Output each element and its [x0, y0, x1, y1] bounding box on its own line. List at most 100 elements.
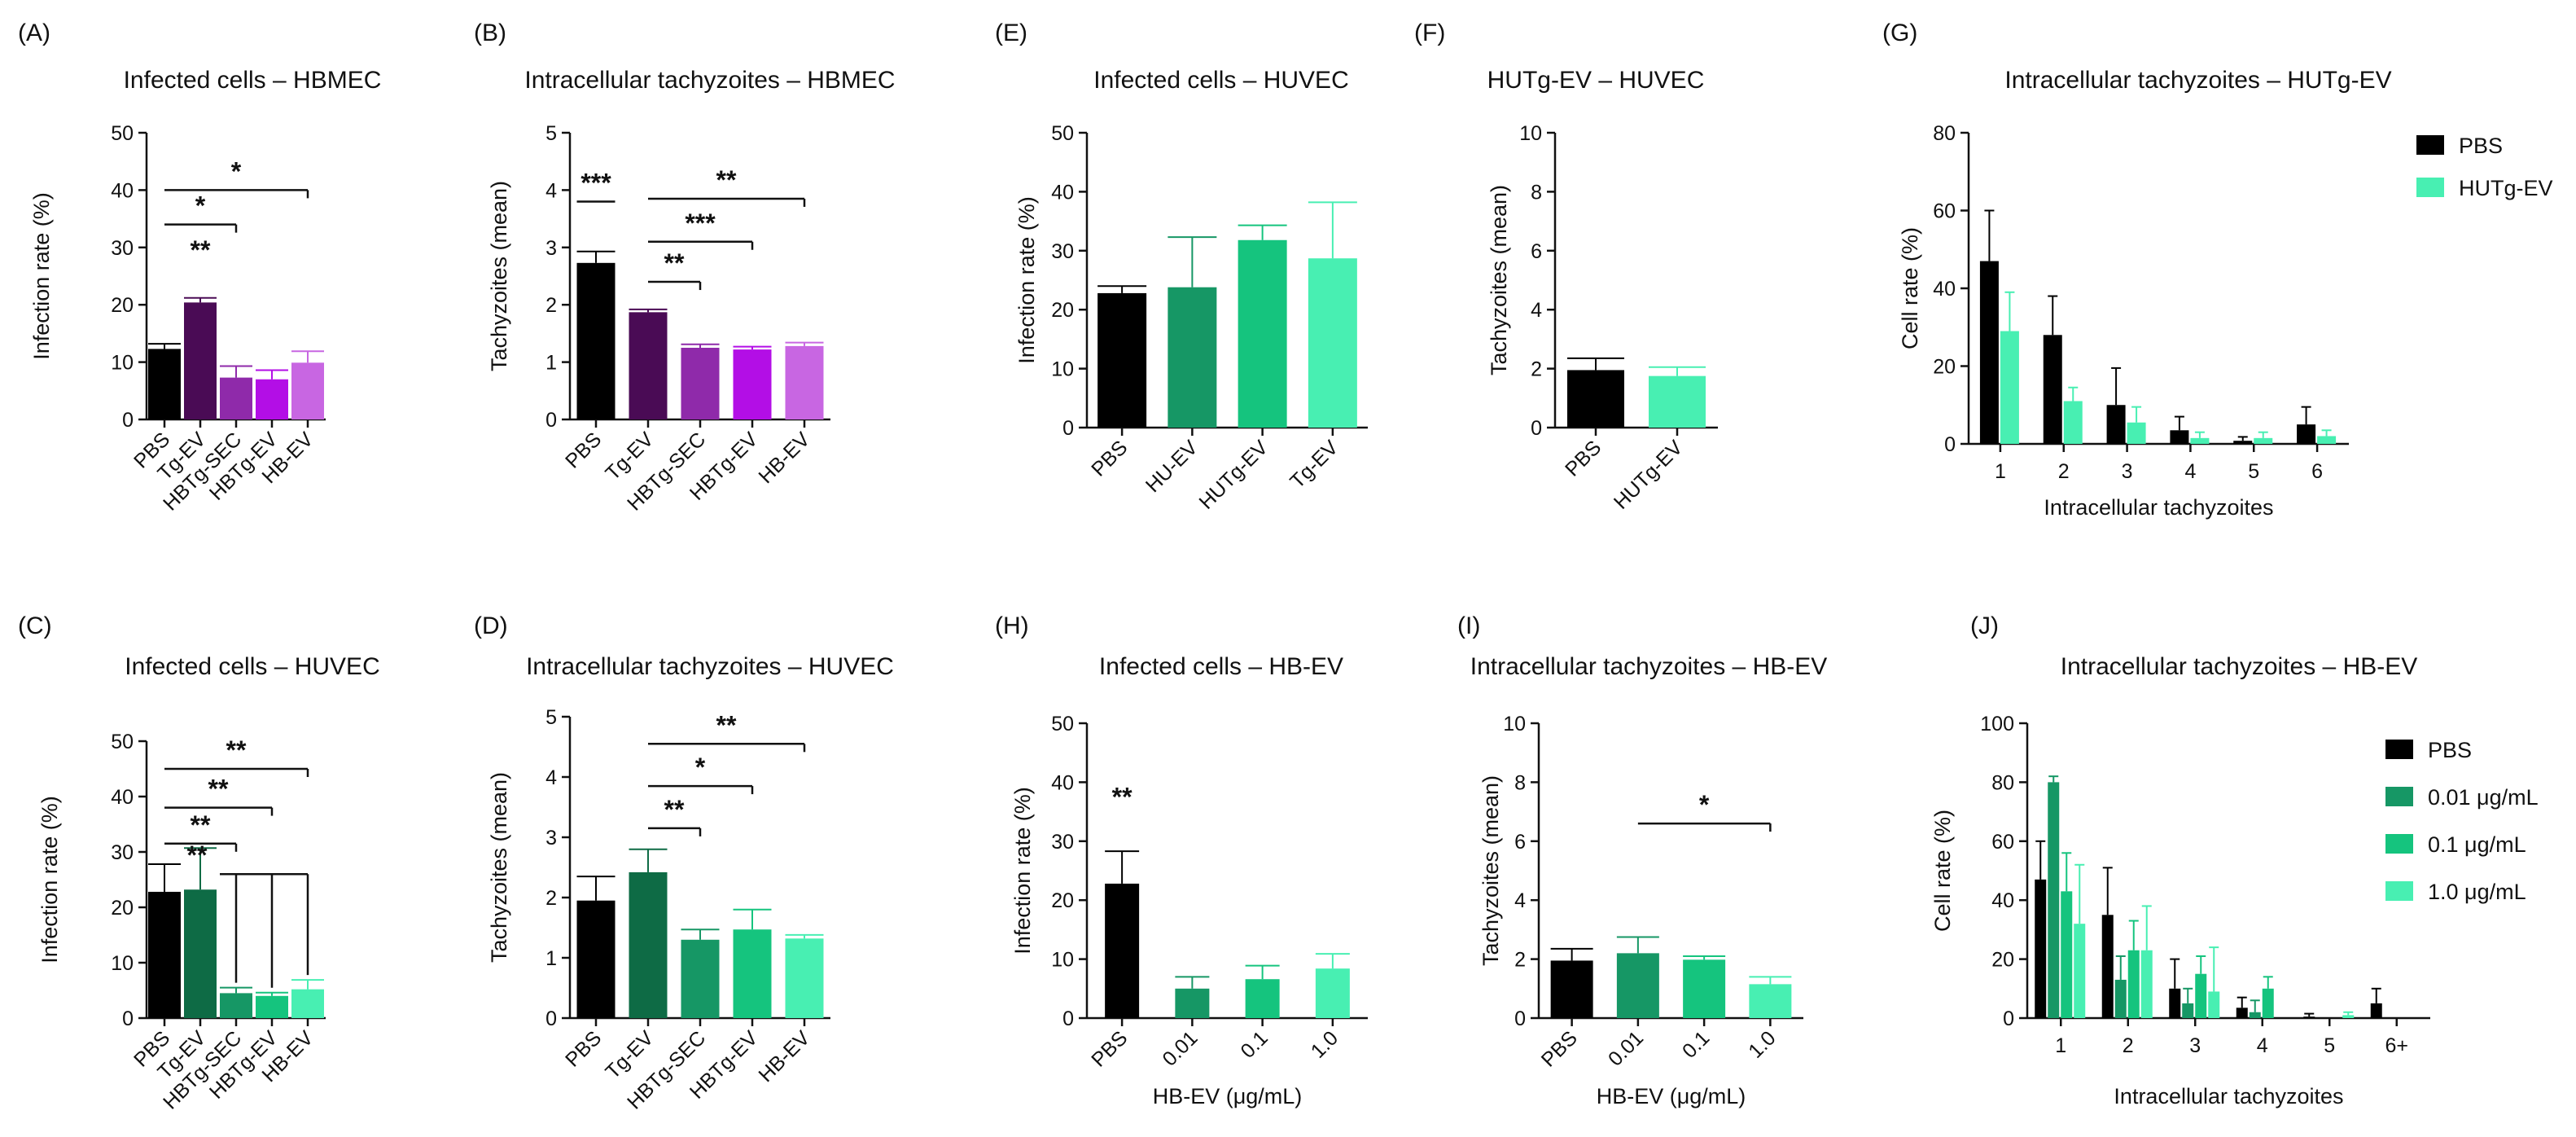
y-tick-label: 30	[1051, 831, 1074, 854]
x-tick-label: 5	[2324, 1034, 2335, 1057]
y-tick-label: 10	[1051, 949, 1074, 972]
panel-label: (A)	[18, 20, 50, 46]
bar	[1649, 375, 1706, 428]
bar	[1245, 979, 1280, 1018]
bar	[291, 362, 324, 419]
bar	[291, 989, 324, 1018]
bar	[1315, 968, 1350, 1018]
y-tick-label: 20	[111, 294, 134, 317]
y-tick-label: 40	[111, 179, 134, 202]
y-tick-label: 80	[1991, 771, 2014, 794]
y-tick-label: 10	[111, 352, 134, 375]
bar	[1168, 287, 1217, 428]
y-axis-label: Cell rate (%)	[1898, 227, 1922, 349]
bar	[2317, 436, 2337, 444]
legend-label: 0.1 μg/mL	[2428, 832, 2526, 857]
legend-swatch	[2416, 178, 2444, 197]
bar	[2101, 915, 2114, 1018]
bar	[220, 377, 252, 419]
bar	[1616, 953, 1659, 1018]
bar	[2061, 891, 2073, 1018]
legend-label: PBS	[2428, 738, 2472, 762]
x-tick-label: 1	[2055, 1034, 2066, 1057]
bar	[2114, 979, 2127, 1018]
significance-label: *	[195, 191, 206, 221]
y-tick-label: 30	[111, 237, 134, 260]
bar	[681, 939, 720, 1018]
x-tick-label: 4	[2184, 460, 2196, 483]
y-axis-label: Tachyzoites (mean)	[487, 181, 511, 371]
bar	[629, 871, 668, 1018]
bar	[2370, 1003, 2382, 1018]
y-tick-label: 0	[1514, 1007, 1526, 1030]
x-tick-label: HUTg-EV	[1194, 436, 1273, 514]
bar	[2074, 924, 2086, 1018]
y-axis-label: Tachyzoites (mean)	[1479, 775, 1503, 966]
panel-label: (G)	[1882, 20, 1917, 46]
y-axis-label: Tachyzoites (mean)	[487, 772, 511, 963]
y-tick-label: 5	[545, 122, 557, 145]
bar	[2106, 405, 2126, 444]
significance-label: **	[208, 775, 229, 804]
bar	[2297, 424, 2316, 444]
y-tick-label: 1	[545, 947, 557, 970]
significance-label: *	[1699, 790, 1710, 819]
chart-title: Infected cells – HUVEC	[1093, 67, 1348, 94]
bar	[681, 348, 720, 419]
x-tick-label: 6	[2311, 460, 2323, 483]
y-tick-label: 40	[1991, 889, 2014, 912]
bar	[1683, 959, 1726, 1018]
significance-label: *	[231, 156, 242, 186]
y-tick-label: 2	[1531, 358, 1542, 381]
x-tick-label: PBS	[1561, 436, 1606, 481]
panel-label: (B)	[474, 20, 506, 46]
x-tick-label: 0.1	[1236, 1026, 1272, 1062]
x-tick-label: 1.0	[1307, 1026, 1343, 1062]
y-tick-label: 40	[1933, 278, 1956, 301]
x-tick-label: 2	[2058, 460, 2070, 483]
bar	[1175, 988, 1210, 1018]
x-tick-label: PBS	[561, 1026, 606, 1071]
y-tick-label: 50	[111, 731, 134, 753]
y-tick-label: 2	[545, 294, 557, 317]
y-tick-label: 50	[1051, 122, 1074, 145]
y-axis-label: Tachyzoites (mean)	[1487, 185, 1511, 375]
x-tick-label: 2	[2123, 1034, 2134, 1057]
y-tick-label: 5	[545, 706, 557, 729]
y-tick-label: 50	[1051, 713, 1074, 735]
bar	[1550, 960, 1593, 1018]
panel-label: (J)	[1970, 612, 1999, 639]
bar	[576, 262, 616, 419]
y-tick-label: 0	[2003, 1007, 2014, 1030]
y-axis-label: Cell rate (%)	[1930, 810, 1955, 932]
y-tick-label: 10	[1051, 358, 1074, 381]
panel-label: (H)	[995, 612, 1029, 639]
y-tick-label: 0	[1062, 417, 1074, 440]
y-tick-label: 6	[1531, 240, 1542, 263]
bar	[785, 938, 824, 1018]
y-axis-label: Infection rate (%)	[29, 192, 54, 360]
legend-label: PBS	[2459, 134, 2503, 158]
bar	[2140, 950, 2153, 1018]
panel-label: (F)	[1414, 20, 1445, 46]
x-tick-label: 5	[2248, 460, 2259, 483]
y-tick-label: 2	[1514, 949, 1526, 972]
x-axis-label: Intracellular tachyzoites	[2114, 1084, 2343, 1108]
chart-title: Infected cells – HUVEC	[125, 653, 379, 680]
panel-label: (I)	[1457, 612, 1480, 639]
y-tick-label: 1	[545, 352, 557, 375]
x-tick-label: 3	[2189, 1034, 2201, 1057]
significance-label: **	[716, 710, 737, 740]
bar	[2190, 437, 2210, 444]
bar	[2254, 437, 2273, 444]
x-tick-label: 0.01	[1158, 1026, 1202, 1070]
bar	[2043, 335, 2062, 444]
bar	[1567, 370, 1624, 428]
chart-title: Intracellular tachyzoites – HUVEC	[526, 653, 894, 680]
significance-label: **	[664, 248, 685, 278]
y-tick-label: 40	[111, 786, 134, 809]
y-tick-label: 50	[111, 122, 134, 145]
legend-label: HUTg-EV	[2459, 176, 2553, 200]
legend-label: 0.01 μg/mL	[2428, 785, 2539, 810]
bar	[256, 995, 288, 1018]
